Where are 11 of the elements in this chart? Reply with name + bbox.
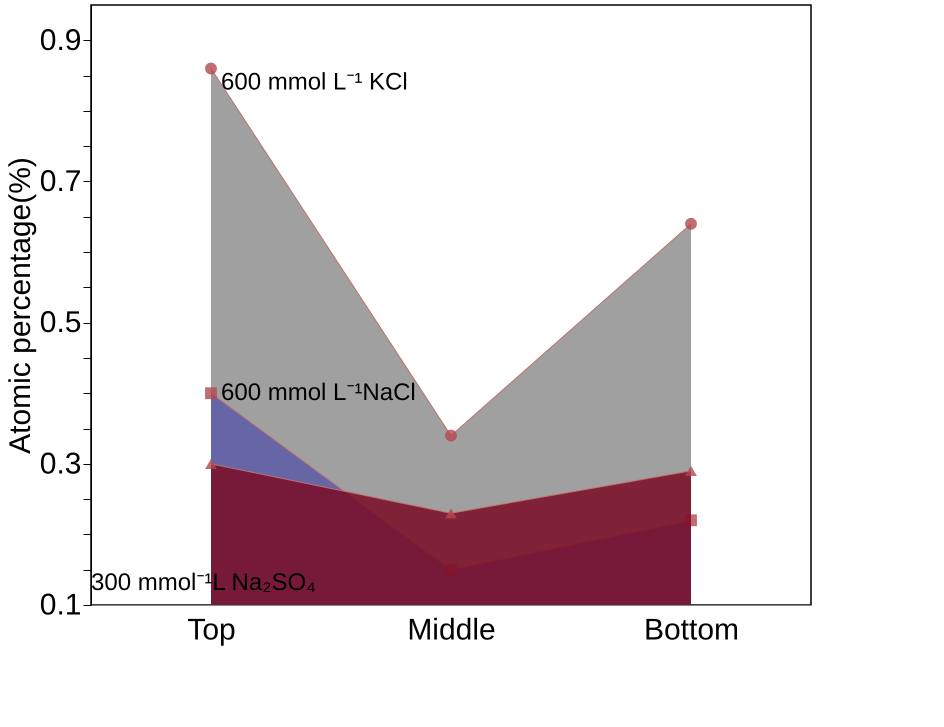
x-tick-label: Bottom [644,614,740,646]
series-label: 600 mmol L⁻¹NaCl [221,379,416,406]
y-tick-label: 0.3 [40,447,82,480]
series-label: 600 mmol L⁻¹ KCl [221,68,408,96]
x-tick-label: Top [187,614,236,646]
y-tick-label: 0.5 [40,306,82,340]
y-tick-label: 0.7 [40,164,82,198]
x-tick-label: Middle [407,614,496,646]
y-tick-label: 0.1 [40,588,82,622]
y-axis-title: Atomic percentage(%) [4,157,37,454]
y-tick-label: 0.9 [40,24,82,57]
